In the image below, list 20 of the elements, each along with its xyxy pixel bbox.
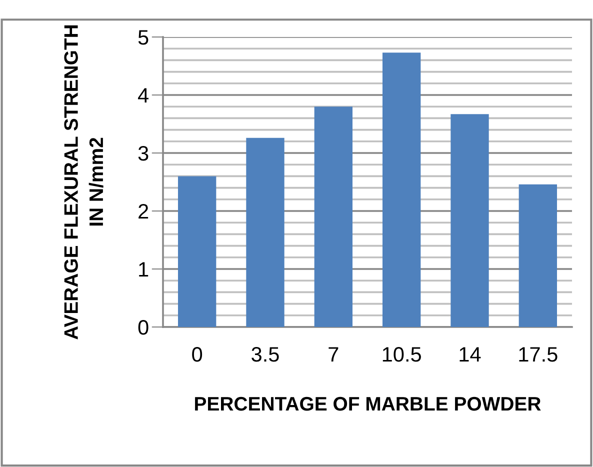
x-tick-label: 3.5 (252, 346, 279, 362)
y-tick-label: 5 (138, 30, 148, 45)
y-tick-label: 3 (138, 146, 148, 161)
y-tick-label: 2 (138, 204, 148, 219)
bar (246, 138, 284, 327)
bar (450, 114, 489, 327)
x-tick-label: 7 (328, 347, 338, 362)
x-tick-label: 0 (192, 346, 202, 362)
x-tick-label: 14 (460, 347, 481, 362)
bar (314, 106, 353, 327)
bar (178, 176, 216, 327)
x-axis-title: PERCENTAGE OF MARBLE POWDER (195, 396, 541, 411)
x-tick-label: 17.5 (519, 347, 558, 362)
y-tick-label: 1 (139, 262, 148, 277)
y-tick-label: 0 (138, 320, 148, 335)
x-tick-label: 10.5 (382, 346, 421, 362)
y-axis-title: AVERAGE FLEXURAL STRENGTH IN N/mm2 (64, 25, 104, 340)
bar (382, 52, 421, 327)
y-tick-label: 4 (138, 88, 148, 103)
bar (518, 184, 558, 327)
